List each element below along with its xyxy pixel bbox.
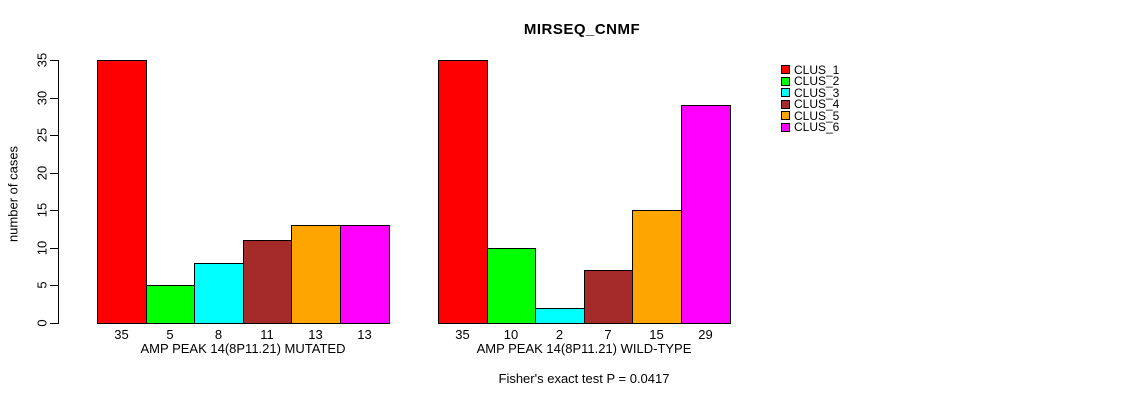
bar-value-label: 35 xyxy=(455,327,470,342)
legend-swatch xyxy=(781,65,790,74)
bar-value-label: 10 xyxy=(503,327,519,342)
bar xyxy=(632,210,682,324)
legend-label: CLUS_6 xyxy=(794,120,840,135)
y-tick xyxy=(50,248,58,249)
y-tick xyxy=(50,135,58,136)
bar-value-label: 15 xyxy=(649,327,664,342)
bar-value-label: 13 xyxy=(357,327,372,342)
y-tick-label: 35 xyxy=(34,52,50,68)
legend-swatch xyxy=(781,99,790,109)
bar xyxy=(340,225,390,324)
bar-value-label: 2 xyxy=(555,327,564,342)
bar xyxy=(438,60,488,324)
legend-label: CLUS_2 xyxy=(794,74,840,89)
legend-item: CLUS_6 xyxy=(781,121,839,133)
bar xyxy=(584,270,633,324)
x-axis-title: AMP PEAK 14(8P11.21) MUTATED xyxy=(140,341,346,356)
legend-item: CLUS_5 xyxy=(781,110,839,122)
legend-item: CLUS_4 xyxy=(781,98,839,110)
bar xyxy=(291,225,341,324)
legend-swatch xyxy=(781,88,790,98)
y-tick-label: 0 xyxy=(34,319,50,327)
y-axis-label: number of cases xyxy=(5,145,21,243)
bar xyxy=(487,248,536,324)
y-tick xyxy=(50,98,58,99)
bar xyxy=(243,240,292,324)
bar xyxy=(535,308,585,324)
y-tick xyxy=(50,323,58,324)
legend-swatch xyxy=(781,111,790,121)
legend-swatch xyxy=(781,76,790,86)
bar-value-label: 35 xyxy=(114,327,129,342)
bar-value-label: 8 xyxy=(214,327,223,342)
y-tick-label: 30 xyxy=(34,90,50,106)
y-tick-label: 20 xyxy=(34,165,50,181)
legend-label: CLUS_4 xyxy=(794,97,840,112)
legend-item: CLUS_1 xyxy=(781,64,839,76)
y-tick xyxy=(50,173,58,174)
legend-label: CLUS_5 xyxy=(794,108,840,123)
y-tick xyxy=(50,285,58,286)
chart-title: MIRSEQ_CNMF xyxy=(523,21,641,38)
y-tick-label: 5 xyxy=(34,281,50,289)
bar xyxy=(681,105,731,324)
bar-value-label: 11 xyxy=(260,327,274,342)
bar-value-label: 5 xyxy=(166,327,174,342)
legend-label: CLUS_1 xyxy=(794,62,840,77)
y-axis-line xyxy=(58,60,59,324)
bar-value-label: 29 xyxy=(698,327,713,342)
y-tick-label: 15 xyxy=(34,202,50,218)
bar xyxy=(146,285,195,324)
legend-item: CLUS_3 xyxy=(781,87,839,99)
y-tick-label: 10 xyxy=(34,240,50,256)
legend-label: CLUS_3 xyxy=(794,85,840,100)
bar-value-label: 7 xyxy=(604,327,612,342)
legend-item: CLUS_2 xyxy=(781,75,839,87)
bar xyxy=(194,263,244,324)
legend-swatch xyxy=(781,122,790,132)
y-tick xyxy=(50,210,58,211)
x-axis-title: AMP PEAK 14(8P11.21) WILD-TYPE xyxy=(476,341,692,356)
y-tick xyxy=(50,60,58,61)
bar-value-label: 13 xyxy=(308,327,323,342)
fisher-test-note: Fisher's exact test P = 0.0417 xyxy=(498,371,670,386)
bar xyxy=(97,60,147,324)
y-tick-label: 25 xyxy=(34,127,50,143)
